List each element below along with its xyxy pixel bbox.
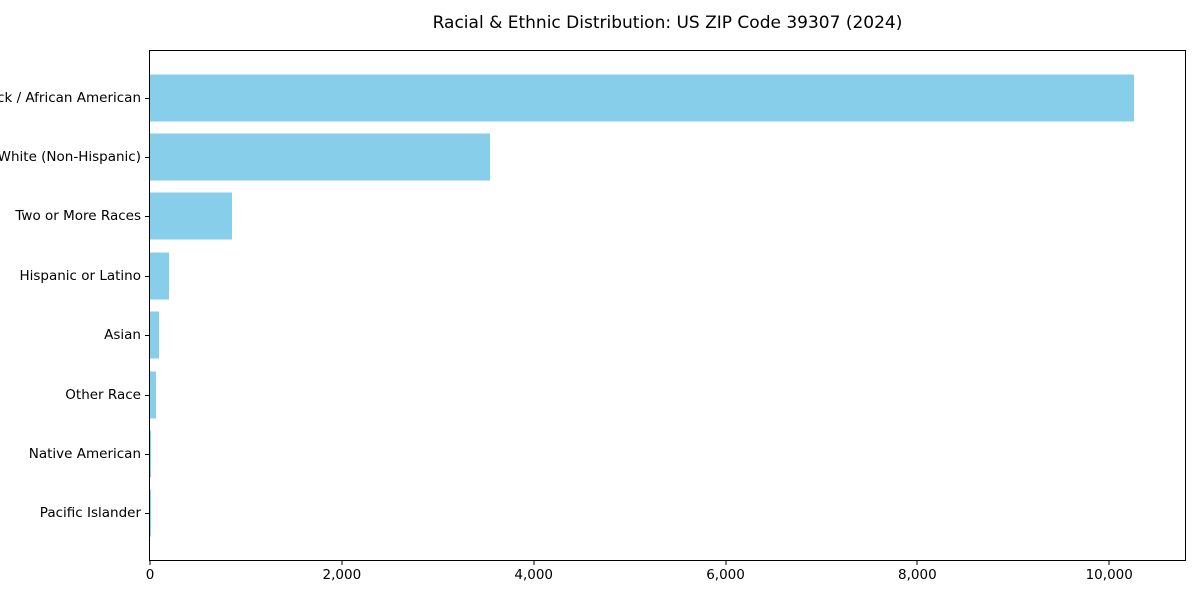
x-tick-mark <box>916 561 918 565</box>
x-tick-mark <box>149 561 151 565</box>
y-axis-label: Two or More Races <box>15 208 141 225</box>
bar-row: Black / African American <box>0 68 1185 127</box>
y-tick-mark <box>145 157 149 159</box>
x-axis-tick-label: 4,000 <box>514 567 554 583</box>
y-axis-label: Hispanic or Latino <box>19 267 141 284</box>
y-tick-mark <box>145 453 149 455</box>
x-axis-tick-label: 6,000 <box>706 567 745 583</box>
chart-title: Racial & Ethnic Distribution: US ZIP Cod… <box>432 13 903 33</box>
x-tick-mark <box>725 561 727 565</box>
y-tick-mark <box>145 394 149 396</box>
bar-row: Two or More Races <box>15 187 1185 246</box>
bar <box>150 430 151 478</box>
y-axis-label: Asian <box>104 327 141 344</box>
bar <box>150 252 170 300</box>
bar <box>150 74 1135 122</box>
bar-row: Native American <box>29 424 1185 483</box>
x-tick-mark <box>533 561 535 565</box>
bar-rows-container: Black / African American White (Non-Hispa… <box>0 51 1185 560</box>
x-axis-tick-label: 8,000 <box>898 567 937 583</box>
y-axis-label: Other Race <box>65 386 141 403</box>
bar-row: Asian <box>104 306 1185 365</box>
y-tick-mark <box>145 216 149 218</box>
bar-row: Hispanic or Latino <box>19 246 1185 305</box>
x-tick-mark <box>1108 561 1110 565</box>
bar <box>150 192 232 240</box>
y-axis-label: Pacific Islander <box>39 505 141 522</box>
bar <box>150 371 156 419</box>
x-axis-tick-label: 2,000 <box>322 567 362 583</box>
x-axis-tick-label: 0 <box>145 567 155 583</box>
bar-row: White (Non-Hispanic) <box>0 127 1185 186</box>
plot-area: Black / African American White (Non-Hispa… <box>0 50 1186 583</box>
bar <box>150 311 159 359</box>
y-tick-mark <box>145 275 149 277</box>
bar <box>150 133 490 181</box>
y-tick-mark <box>145 513 149 515</box>
bar-row: Other Race <box>65 365 1185 424</box>
bar-row: Pacific Islander <box>40 484 1185 543</box>
x-tick-mark <box>341 561 343 565</box>
y-axis-label: Native American <box>28 445 141 462</box>
y-tick-mark <box>145 97 149 99</box>
y-axis-label: White (Non-Hispanic) <box>0 149 141 166</box>
y-axis-label: Black / African American <box>0 89 141 106</box>
y-tick-mark <box>145 335 149 337</box>
x-axis-tick-label: 10,000 <box>1085 567 1133 583</box>
